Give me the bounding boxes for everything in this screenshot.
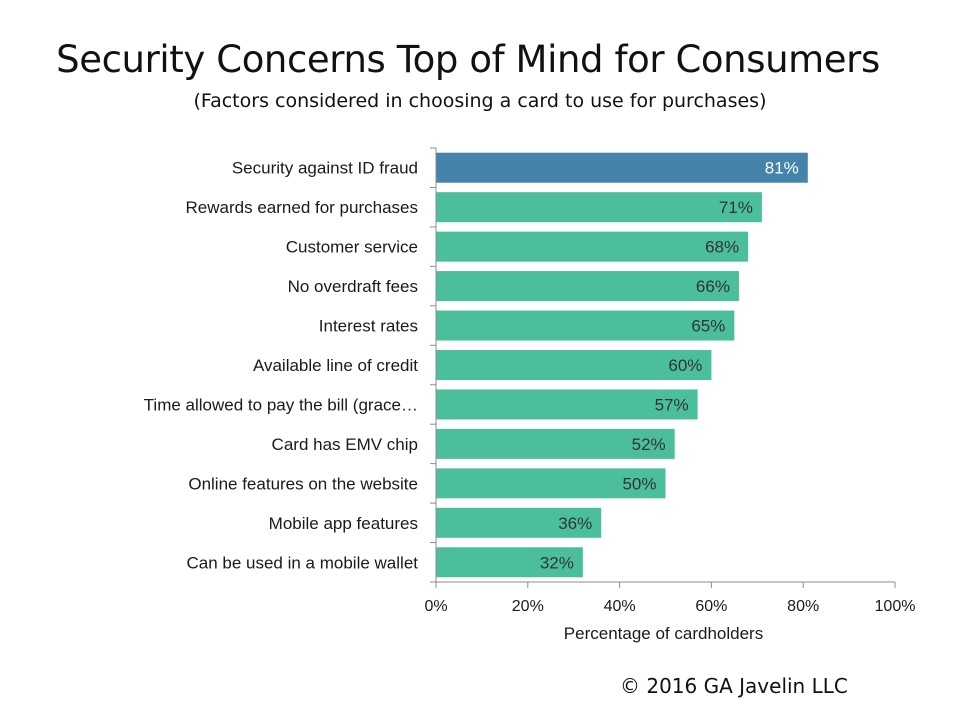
copyright-notice: © 2016 GA Javelin LLC (620, 674, 848, 698)
chart-subtitle: (Factors considered in choosing a card t… (193, 90, 767, 112)
data-label: 81% (765, 159, 799, 178)
x-tick-label: 60% (695, 598, 727, 615)
bar (436, 271, 739, 302)
bar (436, 468, 666, 499)
x-tick-label: 20% (512, 598, 544, 615)
data-label: 65% (691, 317, 725, 336)
category-label: Mobile app features (269, 514, 418, 533)
data-label: 71% (719, 198, 753, 217)
data-label: 36% (558, 514, 592, 533)
x-tick-label: 40% (604, 598, 636, 615)
bar (436, 350, 712, 380)
category-label: Interest rates (319, 317, 418, 336)
data-label: 50% (622, 474, 656, 493)
category-label: Card has EMV chip (272, 435, 418, 454)
bar (436, 152, 808, 183)
bar (436, 192, 762, 223)
data-label: 32% (540, 553, 574, 572)
chart-title: Security Concerns Top of Mind for Consum… (56, 38, 880, 81)
data-label: 68% (705, 238, 739, 257)
category-label: Time allowed to pay the bill (grace… (144, 395, 418, 414)
bar (436, 310, 735, 341)
x-tick-label: 100% (875, 598, 916, 615)
bar (436, 507, 602, 538)
category-label: Can be used in a mobile wallet (186, 553, 418, 572)
category-label: Security against ID fraud (232, 159, 418, 178)
bar (436, 389, 698, 420)
data-label: 66% (696, 277, 730, 296)
category-label: No overdraft fees (288, 277, 418, 296)
category-label: Rewards earned for purchases (186, 198, 418, 217)
category-label: Available line of credit (253, 356, 418, 375)
bar (436, 231, 749, 262)
x-axis-title: Percentage of cardholders (564, 624, 763, 643)
bar (436, 428, 675, 459)
x-tick-label: 0% (424, 598, 447, 615)
x-tick-label: 80% (787, 598, 819, 615)
data-label: 60% (668, 356, 702, 375)
bar (436, 547, 583, 578)
category-label: Online features on the website (188, 474, 418, 493)
category-label: Customer service (286, 238, 418, 257)
data-label: 57% (655, 395, 689, 414)
data-label: 52% (632, 435, 666, 454)
